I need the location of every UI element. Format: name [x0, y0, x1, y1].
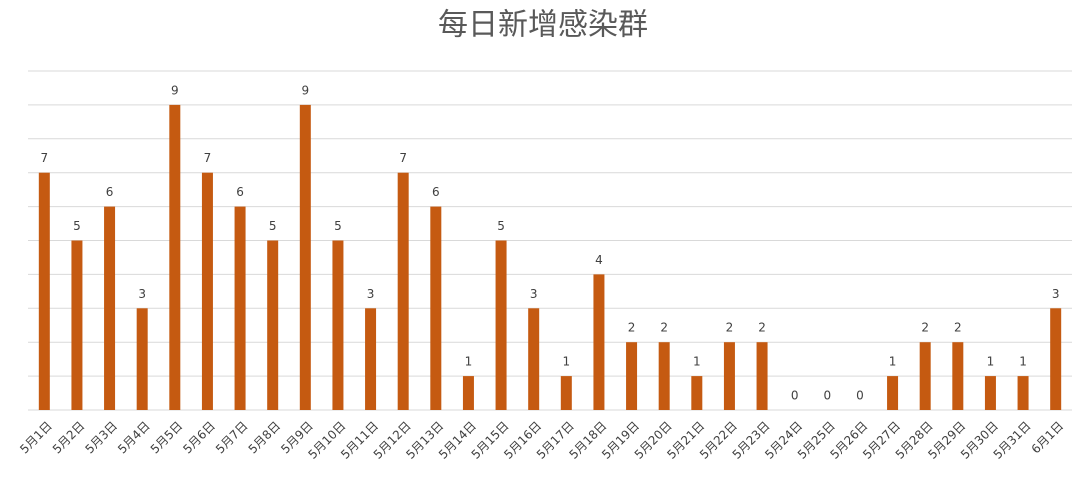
bar	[234, 206, 246, 410]
data-label: 2	[954, 321, 962, 335]
data-label: 4	[595, 253, 603, 267]
data-label: 6	[432, 185, 440, 199]
data-label: 2	[660, 321, 668, 335]
data-label: 3	[1052, 287, 1060, 301]
bar	[887, 376, 899, 410]
data-label: 1	[987, 355, 995, 369]
bar	[919, 342, 931, 410]
data-label: 9	[171, 83, 179, 97]
data-label: 9	[301, 83, 309, 97]
data-label: 1	[693, 355, 701, 369]
bar	[560, 376, 572, 410]
data-label: 3	[138, 287, 146, 301]
bar	[593, 274, 605, 410]
x-tick-label: 5月1日	[17, 419, 55, 457]
data-label: 5	[73, 219, 81, 233]
data-label: 7	[204, 151, 212, 165]
bar	[267, 240, 279, 410]
data-label: 0	[856, 389, 864, 403]
data-label: 6	[236, 185, 244, 199]
bar	[528, 308, 540, 410]
data-label: 6	[106, 185, 114, 199]
x-tick-label: 5月3日	[82, 419, 120, 457]
bar	[136, 308, 148, 410]
bar	[756, 342, 768, 410]
data-label: 5	[334, 219, 342, 233]
data-label: 0	[823, 389, 831, 403]
bar	[462, 376, 474, 410]
bar	[430, 206, 442, 410]
data-label: 0	[791, 389, 799, 403]
bar	[169, 104, 181, 411]
data-label: 2	[628, 321, 636, 335]
data-label: 2	[726, 321, 734, 335]
data-label: 7	[40, 151, 48, 165]
x-tick-label: 5月5日	[148, 419, 186, 457]
bar	[299, 104, 311, 411]
bar	[104, 206, 116, 410]
data-label: 3	[367, 287, 375, 301]
data-label: 1	[889, 355, 897, 369]
bar	[201, 172, 213, 410]
bar	[38, 172, 50, 410]
data-label: 2	[758, 321, 766, 335]
x-tick-label: 5月8日	[246, 419, 284, 457]
x-tick-label: 6月1日	[1029, 419, 1067, 457]
bar	[984, 376, 996, 410]
data-label: 1	[465, 355, 473, 369]
bar	[332, 240, 344, 410]
chart-title: 每日新增感染群	[438, 8, 648, 43]
data-label: 7	[399, 151, 407, 165]
data-label: 5	[497, 219, 505, 233]
data-label: 1	[1019, 355, 1027, 369]
x-tick-label: 5月2日	[50, 419, 88, 457]
bar	[71, 240, 83, 410]
data-label: 3	[530, 287, 538, 301]
bar	[952, 342, 964, 410]
bar	[1050, 308, 1062, 410]
bar	[626, 342, 638, 410]
x-tick-label: 5月6日	[180, 419, 218, 457]
bar	[365, 308, 377, 410]
data-label: 2	[921, 321, 929, 335]
x-tick-label: 5月7日	[213, 419, 251, 457]
x-tick-label: 5月4日	[115, 419, 153, 457]
bar	[1017, 376, 1029, 410]
bar	[495, 240, 507, 410]
data-label: 1	[562, 355, 570, 369]
bar	[723, 342, 735, 410]
bar	[691, 376, 703, 410]
data-label: 5	[269, 219, 277, 233]
bar	[658, 342, 670, 410]
bar	[397, 172, 409, 410]
